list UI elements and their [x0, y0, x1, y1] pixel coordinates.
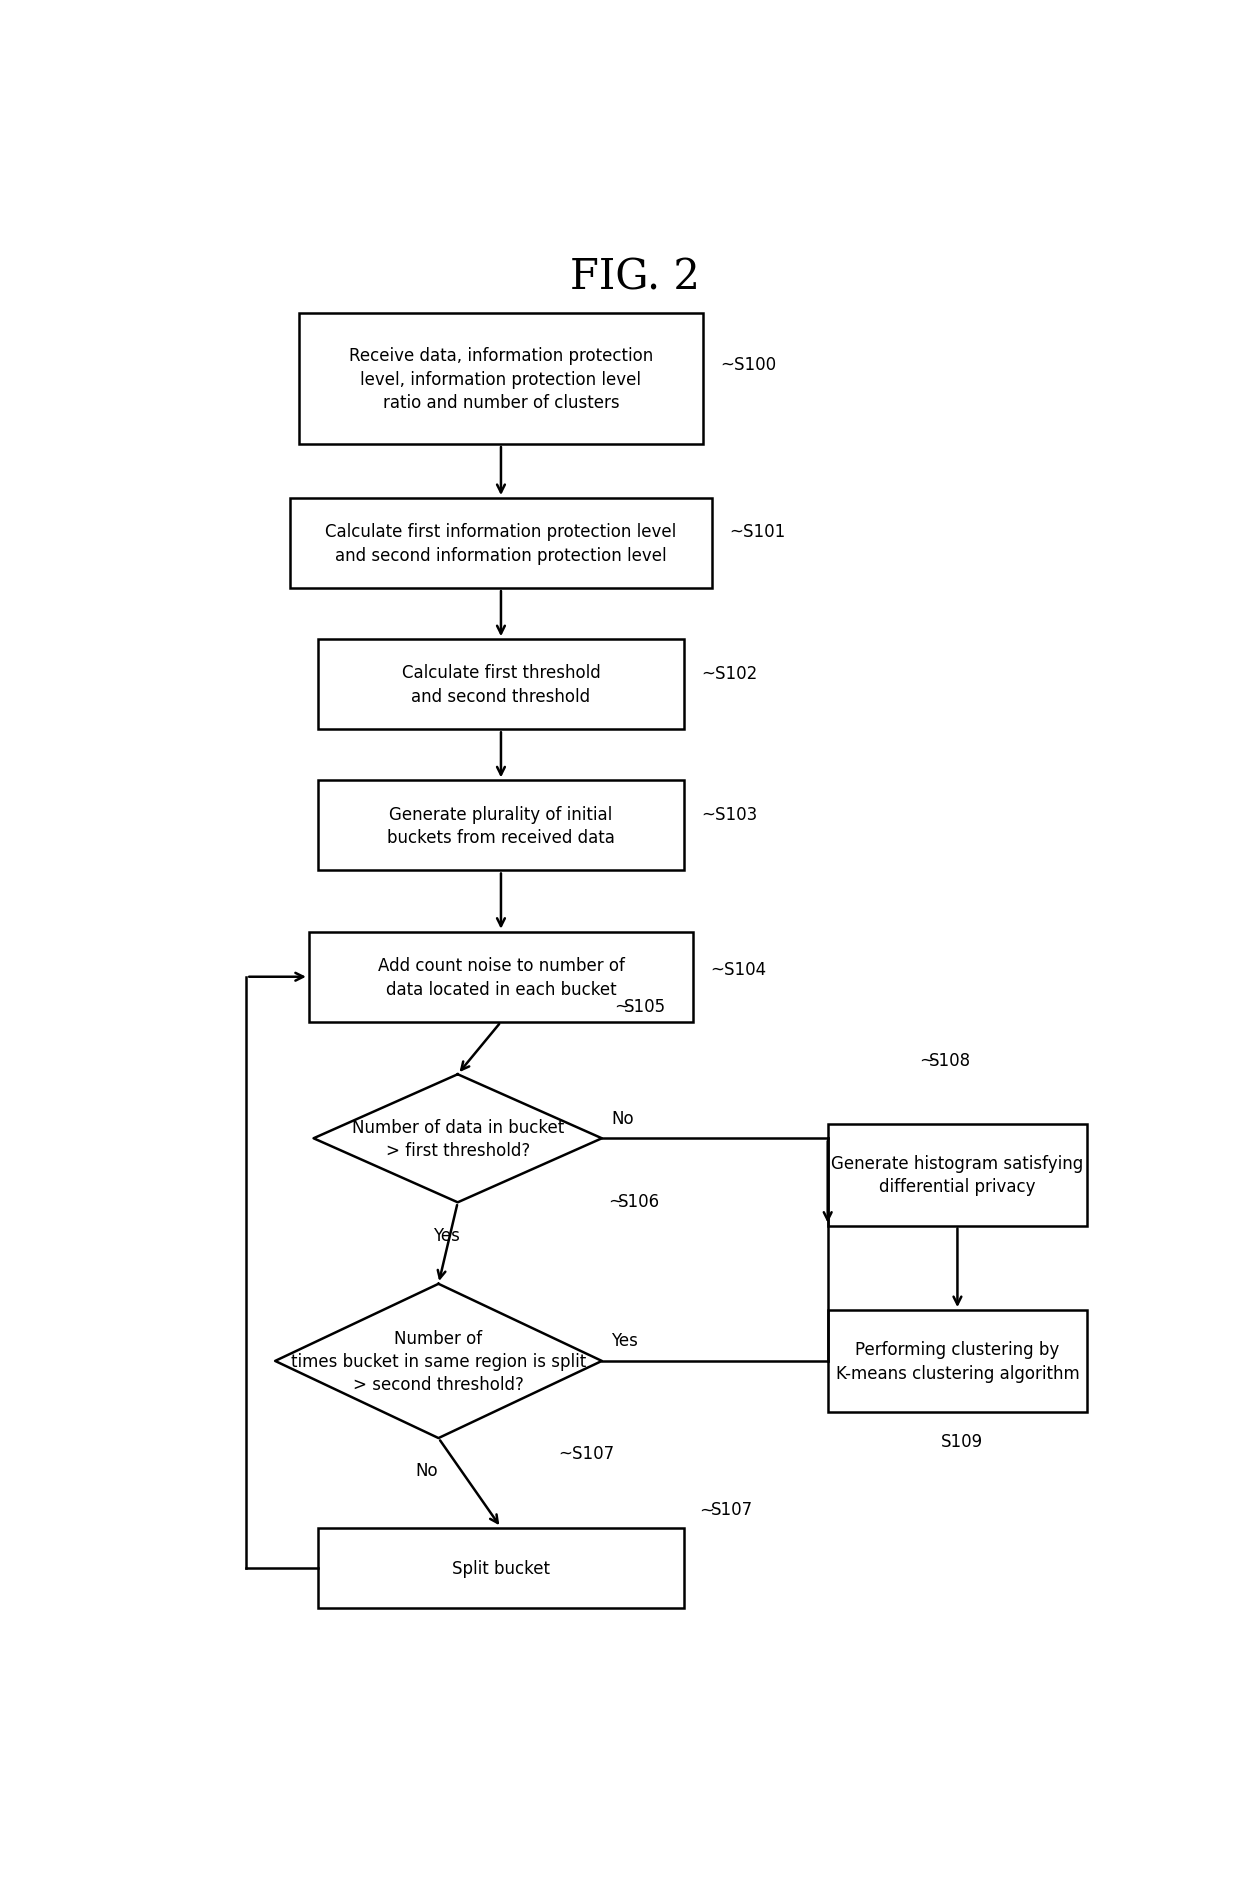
- Text: Split bucket: Split bucket: [451, 1558, 551, 1577]
- Text: No: No: [611, 1109, 634, 1128]
- Text: ~S103: ~S103: [701, 805, 758, 824]
- Text: ~: ~: [614, 997, 630, 1014]
- Text: S107: S107: [711, 1500, 753, 1519]
- Text: Calculate first threshold
and second threshold: Calculate first threshold and second thr…: [402, 665, 600, 706]
- Text: ~: ~: [609, 1192, 624, 1211]
- Text: S109: S109: [941, 1432, 983, 1451]
- Text: S106: S106: [619, 1192, 661, 1211]
- Text: S108: S108: [929, 1050, 971, 1069]
- Text: ~S100: ~S100: [720, 355, 776, 374]
- FancyBboxPatch shape: [319, 640, 683, 729]
- Text: S105: S105: [624, 997, 666, 1014]
- Text: Performing clustering by
K-means clustering algorithm: Performing clustering by K-means cluster…: [836, 1341, 1079, 1383]
- Polygon shape: [275, 1285, 601, 1438]
- Text: ~S101: ~S101: [729, 523, 786, 540]
- Text: Generate plurality of initial
buckets from received data: Generate plurality of initial buckets fr…: [387, 805, 615, 846]
- FancyBboxPatch shape: [299, 314, 703, 446]
- FancyBboxPatch shape: [828, 1124, 1087, 1226]
- FancyBboxPatch shape: [289, 499, 712, 589]
- Text: ~S102: ~S102: [701, 665, 758, 682]
- FancyBboxPatch shape: [319, 1528, 683, 1608]
- Text: ~S104: ~S104: [711, 962, 766, 979]
- Text: Add count noise to number of
data located in each bucket: Add count noise to number of data locate…: [377, 956, 625, 997]
- Polygon shape: [314, 1075, 601, 1203]
- Text: Number of data in bucket
> first threshold?: Number of data in bucket > first thresho…: [352, 1118, 564, 1160]
- Text: No: No: [415, 1462, 438, 1479]
- Text: ~S107: ~S107: [558, 1443, 615, 1462]
- Text: Calculate first information protection level
and second information protection l: Calculate first information protection l…: [325, 523, 677, 565]
- Text: Number of
times bucket in same region is split
> second threshold?: Number of times bucket in same region is…: [291, 1330, 587, 1392]
- Text: Yes: Yes: [611, 1332, 639, 1349]
- Text: Receive data, information protection
level, information protection level
ratio a: Receive data, information protection lev…: [348, 348, 653, 412]
- Text: ~: ~: [699, 1500, 714, 1519]
- Text: Yes: Yes: [433, 1226, 460, 1245]
- Text: FIG. 2: FIG. 2: [570, 257, 701, 298]
- FancyBboxPatch shape: [309, 931, 693, 1022]
- Text: Generate histogram satisfying
differential privacy: Generate histogram satisfying differenti…: [831, 1154, 1084, 1196]
- Text: ~: ~: [919, 1050, 934, 1069]
- FancyBboxPatch shape: [319, 780, 683, 871]
- FancyBboxPatch shape: [828, 1311, 1087, 1413]
